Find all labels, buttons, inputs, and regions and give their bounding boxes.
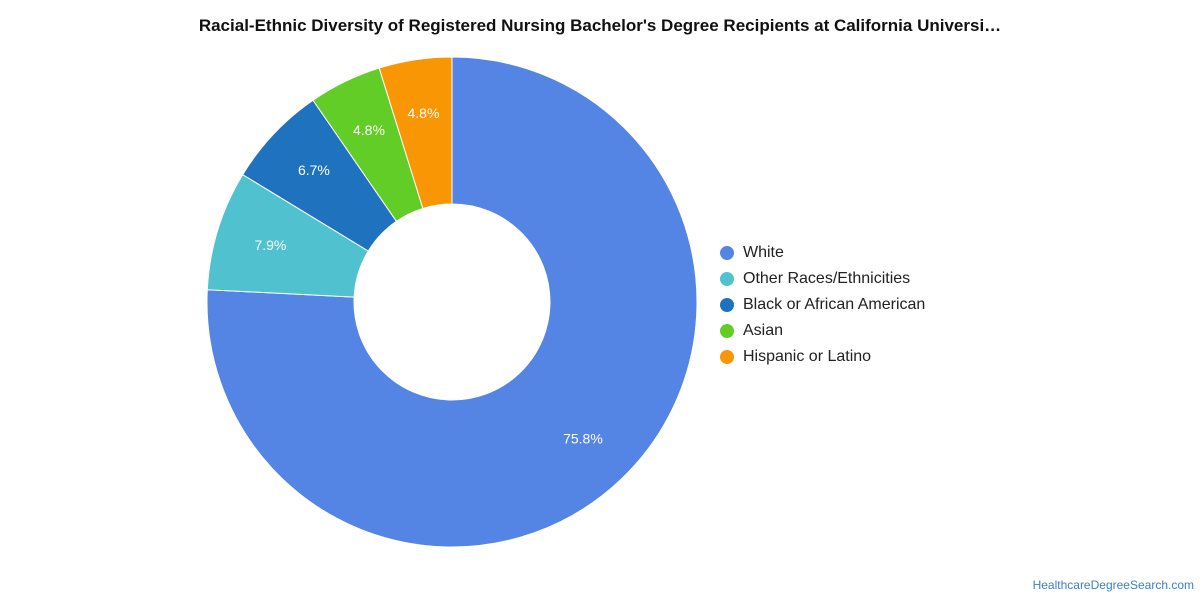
legend-label-other-races: Other Races/Ethnicities [743, 270, 911, 287]
legend-swatch-asian [720, 324, 734, 338]
legend-item-black[interactable]: Black or African American [720, 292, 925, 318]
chart-legend: White Other Races/Ethnicities Black or A… [720, 240, 925, 370]
legend-label-black: Black or African American [743, 296, 926, 313]
legend-item-other-races[interactable]: Other Races/Ethnicities [720, 266, 925, 292]
slice-label-other-races: 7.9% [254, 237, 286, 253]
chart-title: Racial-Ethnic Diversity of Registered Nu… [198, 16, 1002, 35]
slice-label-hispanic: 4.8% [407, 105, 439, 121]
legend-label-white: White [743, 244, 784, 261]
source-link[interactable]: HealthcareDegreeSearch.com [1032, 578, 1194, 592]
legend-swatch-hispanic [720, 350, 734, 364]
legend-swatch-white [720, 246, 734, 260]
legend-swatch-other-races [720, 272, 734, 286]
legend-item-asian[interactable]: Asian [720, 318, 925, 344]
slice-hispanic[interactable] [378, 56, 453, 210]
legend-item-hispanic[interactable]: Hispanic or Latino [720, 344, 925, 370]
slice-label-black: 6.7% [298, 162, 330, 178]
legend-label-asian: Asian [743, 322, 784, 339]
legend-label-hispanic: Hispanic or Latino [743, 348, 872, 365]
slice-white[interactable] [206, 56, 698, 548]
legend-swatch-black [720, 298, 734, 312]
slice-label-asian: 4.8% [353, 122, 385, 138]
legend-item-white[interactable]: White [720, 240, 925, 266]
slice-label-white: 75.8% [563, 430, 603, 446]
